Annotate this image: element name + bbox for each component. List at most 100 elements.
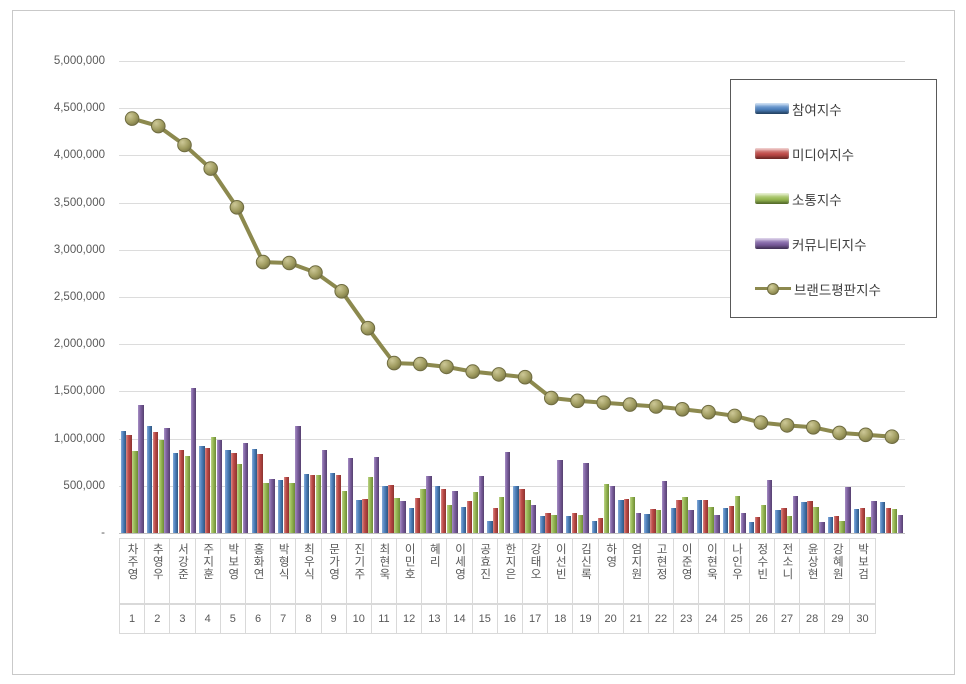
bar: [199, 446, 205, 533]
category-column-13: [433, 61, 459, 533]
bar: [315, 475, 322, 533]
y-axis-tick-label: 3,000,000: [53, 243, 105, 256]
bar: [289, 483, 295, 533]
bar: [388, 484, 394, 533]
bar: [321, 449, 327, 533]
category-name-label: 공효진: [471, 538, 498, 604]
bar: [382, 485, 388, 533]
category-column-8: [302, 61, 328, 533]
legend-item-brand-reputation: 브랜드평판지수: [731, 279, 936, 299]
category-name-label: 박보검: [849, 538, 876, 604]
category-rank-label: 15: [471, 604, 498, 634]
category-rank-label: 5: [219, 604, 246, 634]
bar: [237, 464, 243, 533]
category-name-label: 이선빈: [547, 538, 574, 604]
communication-index-bar-icon: [755, 193, 789, 204]
bar: [452, 491, 458, 533]
category-column-10: [355, 61, 381, 533]
category-rank-label: 3: [169, 604, 196, 634]
bar: [760, 504, 767, 533]
category-name-label: 서강준: [169, 538, 196, 604]
bar: [577, 514, 583, 533]
bar: [792, 496, 799, 533]
bar: [728, 506, 735, 533]
data-point-marker: [491, 367, 507, 382]
data-point-marker: [203, 161, 218, 176]
category-rank-label: 25: [723, 604, 750, 634]
data-point-marker: [229, 200, 245, 215]
bar: [146, 426, 153, 533]
y-axis-tick-label: 2,000,000: [53, 338, 105, 351]
gridline: [119, 202, 905, 204]
legend-label: 커뮤니티지수: [792, 237, 867, 253]
bar: [813, 506, 819, 533]
bar: [120, 431, 126, 533]
category-name-label: 강혜원: [824, 538, 851, 604]
bar: [158, 439, 164, 533]
category-name-label: 문가영: [320, 538, 347, 604]
category-name-label: 이민호: [396, 538, 423, 604]
y-axis-tick-label: 1,000,000: [53, 432, 105, 445]
bar: [714, 514, 720, 533]
bar: [539, 516, 545, 533]
bar: [231, 453, 237, 533]
category-name-label: 홍화연: [244, 538, 272, 604]
data-point-marker: [308, 265, 323, 280]
category-rank-label: 6: [244, 604, 272, 634]
data-point-marker: [177, 137, 192, 153]
category-rank-label: 26: [748, 604, 775, 634]
bar: [126, 434, 132, 533]
bar: [373, 456, 380, 533]
bar: [696, 500, 703, 533]
category-name-label: 김신록: [572, 538, 599, 604]
category-rank-label: 20: [597, 604, 624, 634]
bar: [257, 454, 263, 533]
bar: [440, 489, 447, 533]
category-column-4: [198, 61, 224, 533]
bar: [225, 449, 231, 533]
bar: [609, 485, 615, 533]
data-point-marker: [779, 418, 795, 433]
gridline: [119, 485, 905, 487]
bar: [466, 500, 473, 533]
category-column-22: [669, 61, 695, 533]
bar: [178, 449, 185, 533]
gridline: [119, 61, 905, 62]
category-column-27: [800, 61, 826, 533]
brand-reputation-line-icon: [755, 282, 791, 296]
category-name-label: 강태오: [522, 538, 549, 604]
category-column-29: [852, 61, 878, 533]
media-index-bar-icon: [755, 148, 789, 159]
bar: [330, 472, 336, 533]
category-name-label: 진기주: [345, 538, 372, 604]
bar: [478, 476, 485, 533]
category-column-18: [564, 61, 590, 533]
bar: [629, 497, 636, 533]
bar: [885, 508, 892, 533]
category-name-label: 정수빈: [748, 538, 775, 604]
bar: [571, 512, 578, 533]
bar: [513, 486, 519, 533]
category-column-1: [119, 61, 145, 533]
category-column-12: [407, 61, 433, 533]
category-name-label: 박보영: [219, 538, 246, 604]
bar: [341, 490, 348, 533]
bar: [251, 449, 257, 533]
category-name-label: 주지훈: [194, 538, 221, 604]
brand-index-line-chart: [124, 111, 900, 445]
bar: [210, 436, 217, 533]
bar: [493, 507, 499, 533]
data-point-marker: [439, 359, 454, 375]
data-point-marker: [675, 402, 690, 417]
category-rank-label: 28: [799, 604, 826, 634]
category-rank-label: 16: [496, 604, 523, 634]
data-point-marker: [334, 284, 349, 299]
category-column-11: [381, 61, 407, 533]
bar: [420, 489, 426, 533]
data-point-marker: [255, 254, 271, 270]
category-name-label: 최우식: [295, 538, 322, 604]
category-name-label: 엄지원: [622, 538, 649, 604]
data-point-marker: [151, 118, 166, 134]
category-rank-label: 19: [572, 604, 599, 634]
